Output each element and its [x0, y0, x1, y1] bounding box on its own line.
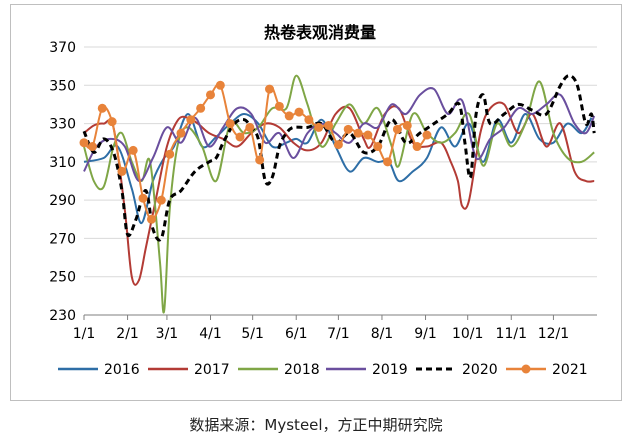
- data-point-2021: [107, 117, 117, 127]
- data-point-2021: [353, 128, 363, 138]
- x-tick-label: 6/1: [285, 326, 308, 342]
- series-layer: [79, 74, 596, 314]
- legend-item-2018: 2018: [238, 362, 320, 378]
- data-point-2021: [79, 138, 89, 148]
- legend-label-2016: 2016: [104, 362, 140, 378]
- data-point-2021: [245, 122, 255, 132]
- series-2017: [83, 101, 595, 286]
- chart-frame: [10, 4, 622, 401]
- y-tick-label: 350: [49, 78, 76, 94]
- data-point-2021: [225, 119, 235, 129]
- data-point-2021: [138, 193, 148, 203]
- legend-label-2021: 2021: [552, 362, 588, 378]
- legend: 2016 2017 2018 2019 2020 2021: [58, 362, 588, 378]
- data-point-2021: [156, 195, 166, 205]
- x-tick-label: 2/1: [116, 326, 139, 342]
- source-note: 数据来源：Mysteel，方正中期研究院: [189, 416, 443, 434]
- data-point-2021: [255, 155, 265, 165]
- y-tick-label: 290: [49, 193, 76, 209]
- data-point-2021: [392, 124, 402, 134]
- data-point-2021: [333, 140, 343, 150]
- data-point-2021: [324, 120, 334, 130]
- legend-label-2018: 2018: [284, 362, 320, 378]
- data-point-2021: [412, 142, 422, 152]
- data-point-2021: [235, 132, 245, 142]
- series-2019: [83, 87, 596, 183]
- data-point-2021: [186, 115, 196, 125]
- data-point-2021: [128, 145, 138, 155]
- series-line-2019: [83, 87, 596, 183]
- series-2021: [79, 80, 432, 224]
- series-line-2017: [83, 101, 595, 286]
- legend-label-2020: 2020: [462, 362, 498, 378]
- x-tick-label: 9/1: [414, 326, 437, 342]
- x-tick-label: 11/1: [496, 326, 527, 342]
- y-tick-label: 250: [49, 270, 76, 286]
- data-point-2021: [294, 107, 304, 117]
- x-tick-label: 8/1: [371, 326, 394, 342]
- legend-item-2020: 2020: [416, 362, 498, 378]
- x-tick-label: 3/1: [156, 326, 179, 342]
- data-point-2021: [383, 157, 393, 167]
- legend-marker-2021: [521, 364, 531, 374]
- legend-item-2017: 2017: [148, 362, 230, 378]
- data-point-2021: [402, 120, 412, 130]
- data-point-2021: [373, 142, 383, 152]
- data-point-2021: [87, 142, 97, 152]
- chart-title: 热卷表观消费量: [264, 23, 376, 42]
- data-point-2021: [146, 214, 156, 224]
- data-point-2021: [314, 122, 324, 132]
- data-point-2021: [165, 149, 175, 159]
- x-tick-label: 1/1: [73, 326, 96, 342]
- x-tick-label: 10/1: [452, 326, 483, 342]
- data-point-2021: [284, 111, 294, 121]
- data-point-2021: [304, 115, 314, 125]
- x-tick-label: 5/1: [241, 326, 264, 342]
- data-point-2021: [422, 130, 432, 140]
- legend-label-2019: 2019: [372, 362, 408, 378]
- series-line-2020: [82, 74, 596, 242]
- data-point-2021: [343, 124, 353, 134]
- axis-layer: 230 250 270 290 310 330 350 370 1/1 2/1 3/1 4/1 5/1 6…: [49, 40, 597, 342]
- data-point-2021: [363, 130, 373, 140]
- data-point-2021: [205, 90, 215, 100]
- y-tick-label: 270: [49, 231, 76, 247]
- data-point-2021: [215, 80, 225, 90]
- y-tick-label: 310: [49, 155, 76, 171]
- data-point-2021: [196, 103, 206, 113]
- legend-label-2017: 2017: [194, 362, 230, 378]
- legend-item-2021: 2021: [506, 362, 588, 378]
- data-point-2021: [176, 128, 186, 138]
- x-tick-label: 4/1: [199, 326, 222, 342]
- data-point-2021: [265, 84, 275, 94]
- legend-item-2019: 2019: [326, 362, 408, 378]
- legend-item-2016: 2016: [58, 362, 140, 378]
- y-tick-label: 330: [49, 117, 76, 133]
- y-tick-label: 370: [49, 40, 76, 56]
- series-2020: [82, 74, 596, 242]
- y-tick-label: 230: [49, 308, 76, 324]
- x-tick-label: 12/1: [538, 326, 569, 342]
- x-tick-label: 7/1: [327, 326, 350, 342]
- data-point-2021: [274, 101, 284, 111]
- data-point-2021: [117, 166, 127, 176]
- data-point-2021: [97, 103, 107, 113]
